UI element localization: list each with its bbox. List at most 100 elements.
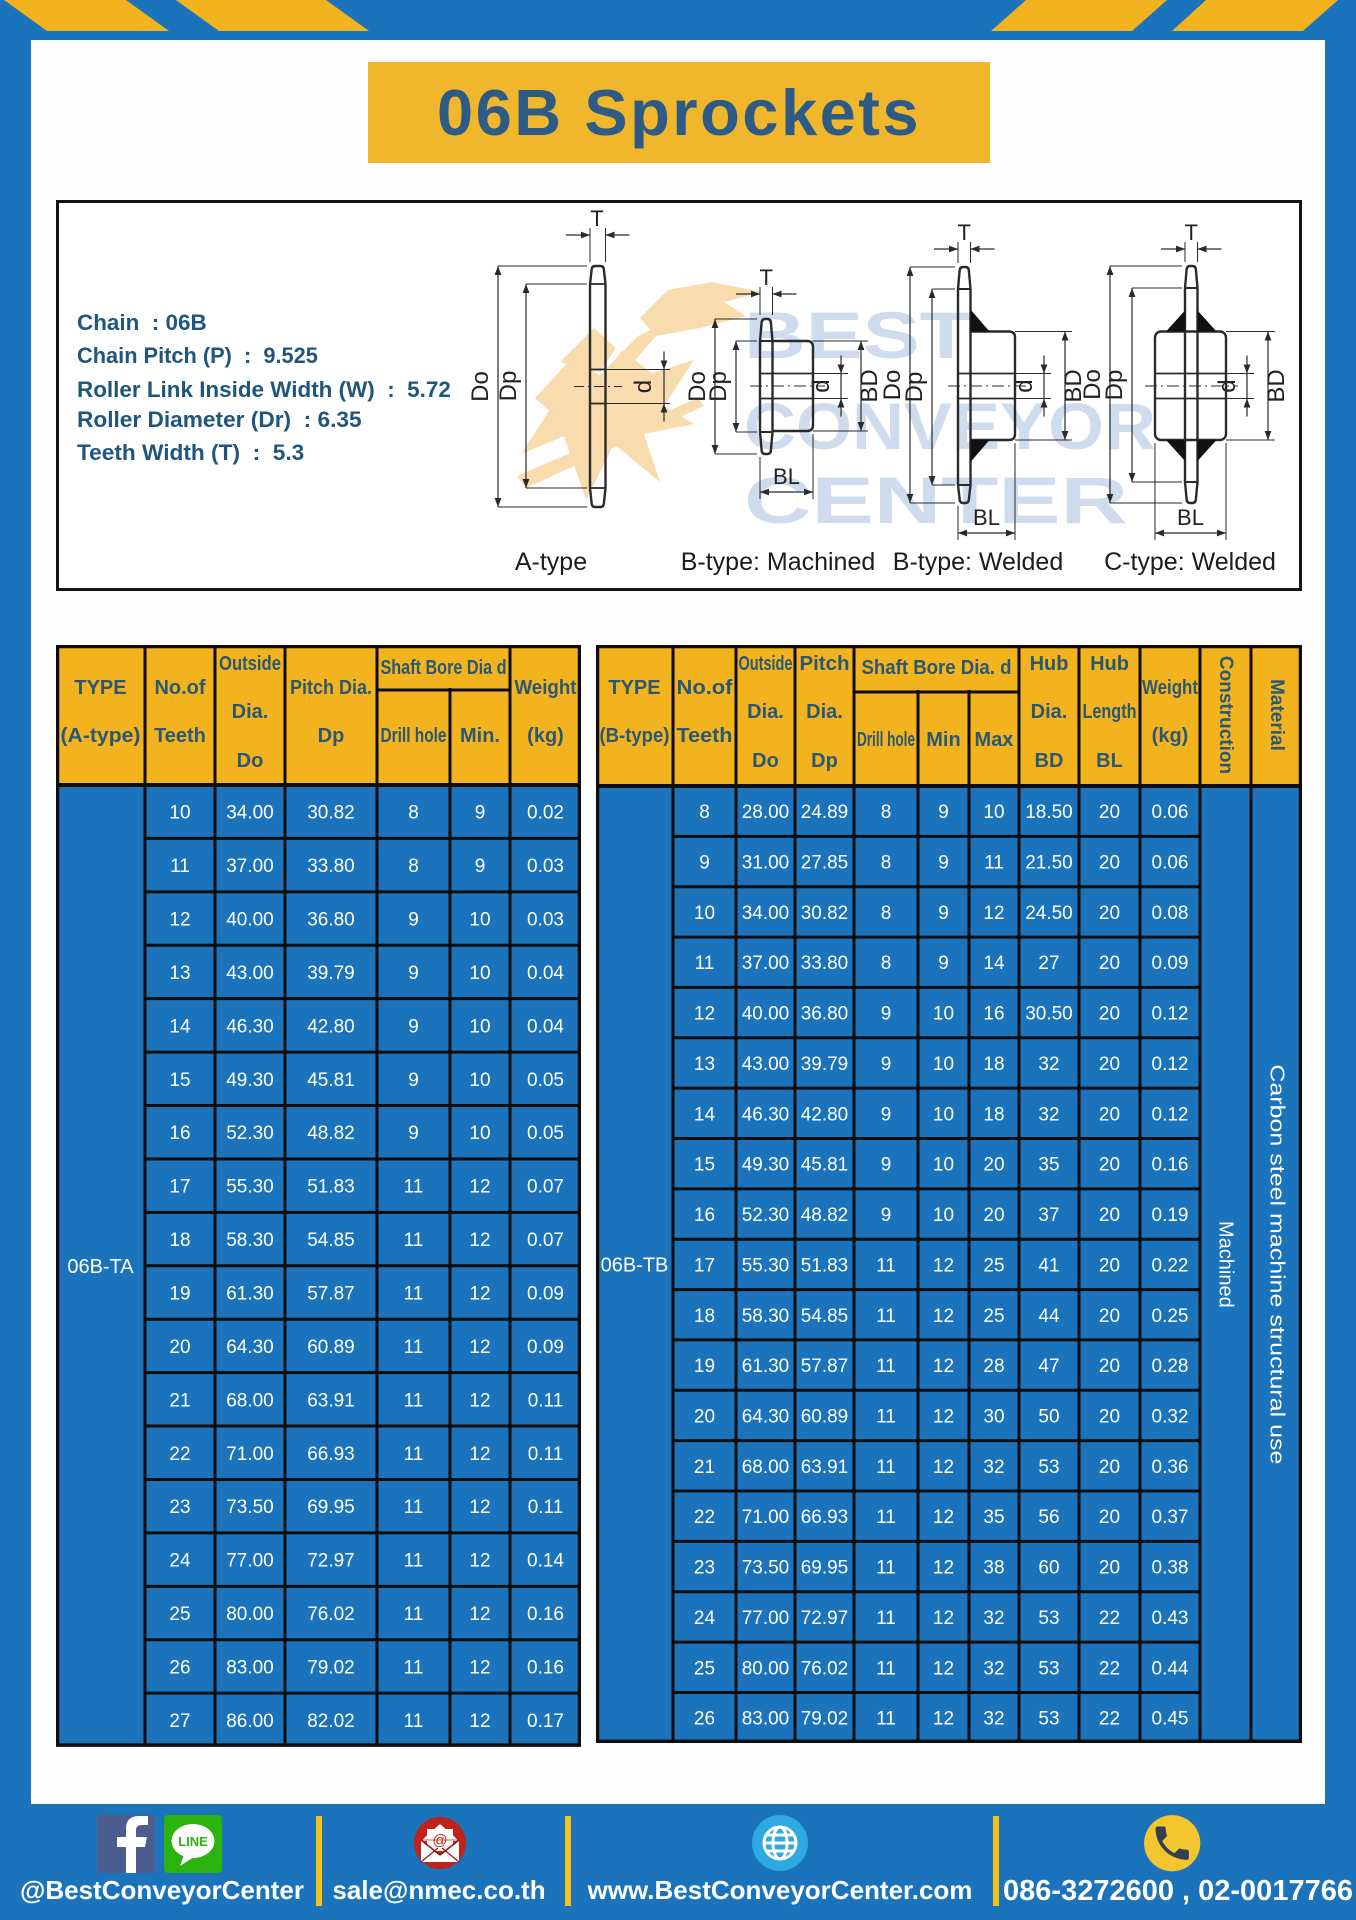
- svg-text:22: 22: [1099, 1658, 1120, 1679]
- svg-text:55.30: 55.30: [742, 1255, 790, 1276]
- svg-text:0.07: 0.07: [527, 1177, 564, 1198]
- svg-text:0.38: 0.38: [1152, 1558, 1189, 1579]
- svg-text:0.16: 0.16: [527, 1604, 564, 1625]
- svg-text:8: 8: [408, 803, 419, 824]
- svg-text:d: d: [808, 379, 835, 392]
- svg-text:12: 12: [469, 1497, 490, 1518]
- svg-text:32: 32: [1038, 1054, 1059, 1075]
- svg-text:72.97: 72.97: [307, 1551, 355, 1572]
- svg-text:BD: BD: [1035, 750, 1064, 772]
- svg-text:79.02: 79.02: [307, 1657, 355, 1678]
- svg-text:20: 20: [1099, 853, 1120, 874]
- svg-text:12: 12: [933, 1306, 954, 1327]
- svg-text:20: 20: [1099, 1507, 1120, 1528]
- svg-text:46.30: 46.30: [742, 1104, 790, 1125]
- svg-text:T: T: [1185, 220, 1198, 245]
- svg-text:9: 9: [881, 1104, 892, 1125]
- svg-text:Do: Do: [467, 371, 494, 402]
- svg-text:11: 11: [404, 1444, 424, 1465]
- svg-text:BL: BL: [773, 464, 800, 489]
- svg-text:Drill hole: Drill hole: [380, 725, 446, 747]
- svg-text:Shaft Bore Dia d: Shaft Bore Dia d: [380, 657, 506, 679]
- svg-text:Min: Min: [926, 729, 960, 751]
- svg-text:9: 9: [475, 856, 486, 877]
- svg-text:42.80: 42.80: [307, 1016, 355, 1037]
- svg-text:12: 12: [469, 1604, 490, 1625]
- svg-text:C-type: Welded: C-type: Welded: [1104, 548, 1276, 576]
- svg-text:73.50: 73.50: [742, 1558, 790, 1579]
- svg-text:12: 12: [469, 1551, 490, 1572]
- svg-text:Dia.: Dia.: [1031, 701, 1068, 723]
- svg-text:Do: Do: [684, 371, 711, 402]
- svg-text:82.02: 82.02: [307, 1711, 355, 1732]
- svg-text:0.04: 0.04: [527, 963, 564, 984]
- svg-text:Weight: Weight: [1142, 677, 1198, 699]
- svg-text:0.28: 0.28: [1152, 1356, 1189, 1377]
- svg-text:63.91: 63.91: [801, 1457, 849, 1478]
- svg-text:36.80: 36.80: [801, 1004, 849, 1025]
- svg-text:16: 16: [169, 1123, 190, 1144]
- svg-text:Pitch Dia.: Pitch Dia.: [290, 677, 372, 699]
- svg-text:64.30: 64.30: [742, 1406, 790, 1427]
- svg-text:11: 11: [876, 1306, 896, 1327]
- svg-text:56: 56: [1038, 1507, 1059, 1528]
- svg-text:20: 20: [1099, 1558, 1120, 1579]
- svg-text:10: 10: [933, 1205, 954, 1226]
- svg-text:0.02: 0.02: [527, 803, 564, 824]
- svg-text:12: 12: [469, 1444, 490, 1465]
- svg-text:12: 12: [933, 1406, 954, 1427]
- svg-text:20: 20: [1099, 903, 1120, 924]
- svg-text:Do: Do: [1079, 369, 1106, 400]
- svg-text:9: 9: [881, 1054, 892, 1075]
- svg-text:11: 11: [876, 1608, 896, 1629]
- svg-text:20: 20: [1099, 1406, 1120, 1427]
- svg-text:61.30: 61.30: [226, 1284, 274, 1305]
- svg-text:BL: BL: [1177, 505, 1204, 530]
- svg-text:86.00: 86.00: [226, 1711, 274, 1732]
- svg-text:9: 9: [475, 803, 486, 824]
- svg-text:32: 32: [983, 1709, 1004, 1730]
- svg-text:19: 19: [169, 1284, 190, 1305]
- svg-text:31.00: 31.00: [742, 853, 790, 874]
- svg-text:26: 26: [694, 1709, 715, 1730]
- svg-text:48.82: 48.82: [801, 1205, 849, 1226]
- svg-text:73.50: 73.50: [226, 1497, 274, 1518]
- svg-text:25: 25: [983, 1255, 1004, 1276]
- svg-text:0.06: 0.06: [1152, 853, 1189, 874]
- svg-text:24: 24: [169, 1551, 190, 1572]
- svg-text:58.30: 58.30: [742, 1306, 790, 1327]
- svg-text:24: 24: [694, 1608, 715, 1629]
- svg-text:9: 9: [408, 910, 419, 931]
- svg-text:39.79: 39.79: [307, 963, 355, 984]
- svg-text:10: 10: [469, 1123, 490, 1144]
- svg-text:Shaft Bore Dia. d: Shaft Bore Dia. d: [862, 657, 1012, 679]
- svg-text:18: 18: [694, 1306, 715, 1327]
- svg-text:12: 12: [933, 1658, 954, 1679]
- svg-text:Construction: Construction: [1215, 656, 1236, 774]
- svg-text:20: 20: [1099, 1004, 1120, 1025]
- svg-text:32: 32: [983, 1457, 1004, 1478]
- svg-text:33.80: 33.80: [307, 856, 355, 877]
- svg-text:d: d: [630, 380, 657, 393]
- svg-text:61.30: 61.30: [742, 1356, 790, 1377]
- svg-text:TYPE: TYPE: [74, 677, 126, 699]
- svg-text:Drill hole: Drill hole: [857, 729, 915, 751]
- svg-text:27.85: 27.85: [801, 853, 849, 874]
- svg-text:BD: BD: [1263, 369, 1290, 402]
- svg-text:28: 28: [983, 1356, 1004, 1377]
- svg-text:10: 10: [469, 910, 490, 931]
- svg-text:14: 14: [983, 953, 1004, 974]
- svg-text:48.82: 48.82: [307, 1123, 355, 1144]
- svg-text:10: 10: [933, 1155, 954, 1176]
- svg-text:11: 11: [404, 1284, 424, 1305]
- svg-text:11: 11: [404, 1551, 424, 1572]
- svg-text:Do: Do: [879, 370, 906, 401]
- svg-text:12: 12: [933, 1709, 954, 1730]
- svg-text:Min.: Min.: [460, 725, 500, 747]
- svg-text:0.25: 0.25: [1152, 1306, 1189, 1327]
- svg-text:11: 11: [876, 1255, 896, 1276]
- svg-text:51.83: 51.83: [801, 1255, 849, 1276]
- svg-text:12: 12: [933, 1255, 954, 1276]
- svg-text:47: 47: [1038, 1356, 1059, 1377]
- svg-text:Dia.: Dia.: [747, 701, 784, 723]
